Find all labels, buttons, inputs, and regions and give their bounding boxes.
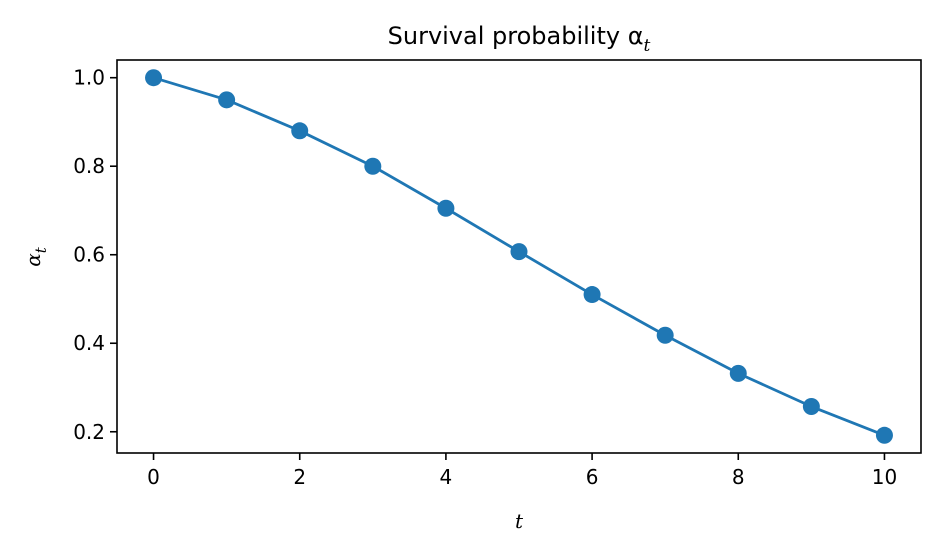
y-tick-label: 0.6: [73, 243, 105, 267]
y-axis-label-subscript: t: [32, 246, 50, 253]
y-tick-label: 0.2: [73, 420, 105, 444]
plot-area: [145, 69, 893, 444]
chart-title-subscript: t: [644, 36, 651, 56]
data-point: [656, 326, 674, 344]
data-point: [583, 286, 601, 304]
data-point: [875, 426, 893, 444]
chart-title: Survival probability αt: [388, 22, 651, 56]
y-axis-label: αt: [21, 246, 50, 267]
x-tick-label: 4: [440, 465, 453, 489]
y-tick-label: 0.8: [73, 154, 105, 178]
data-point: [364, 157, 382, 175]
y-axis: 0.2 0.4 0.6 0.8 1.0: [73, 66, 117, 444]
data-point: [437, 199, 455, 217]
y-axis-label-text: α: [21, 253, 45, 267]
data-point: [510, 243, 528, 261]
x-tick-label: 2: [293, 465, 306, 489]
x-tick-label: 8: [732, 465, 745, 489]
data-point: [291, 122, 309, 140]
x-tick-label: 6: [586, 465, 599, 489]
x-tick-label: 10: [872, 465, 897, 489]
data-point: [729, 364, 747, 382]
y-tick-label: 1.0: [73, 66, 105, 90]
data-point: [218, 91, 236, 109]
data-point: [145, 69, 163, 87]
chart-title-text: Survival probability α: [388, 22, 644, 50]
plot-frame: [116, 59, 922, 454]
data-point: [802, 398, 820, 416]
x-axis-label: t: [515, 509, 524, 533]
x-axis: 0 2 4 6 8 10: [147, 453, 897, 489]
x-tick-label: 0: [147, 465, 160, 489]
y-tick-label: 0.4: [73, 331, 105, 355]
